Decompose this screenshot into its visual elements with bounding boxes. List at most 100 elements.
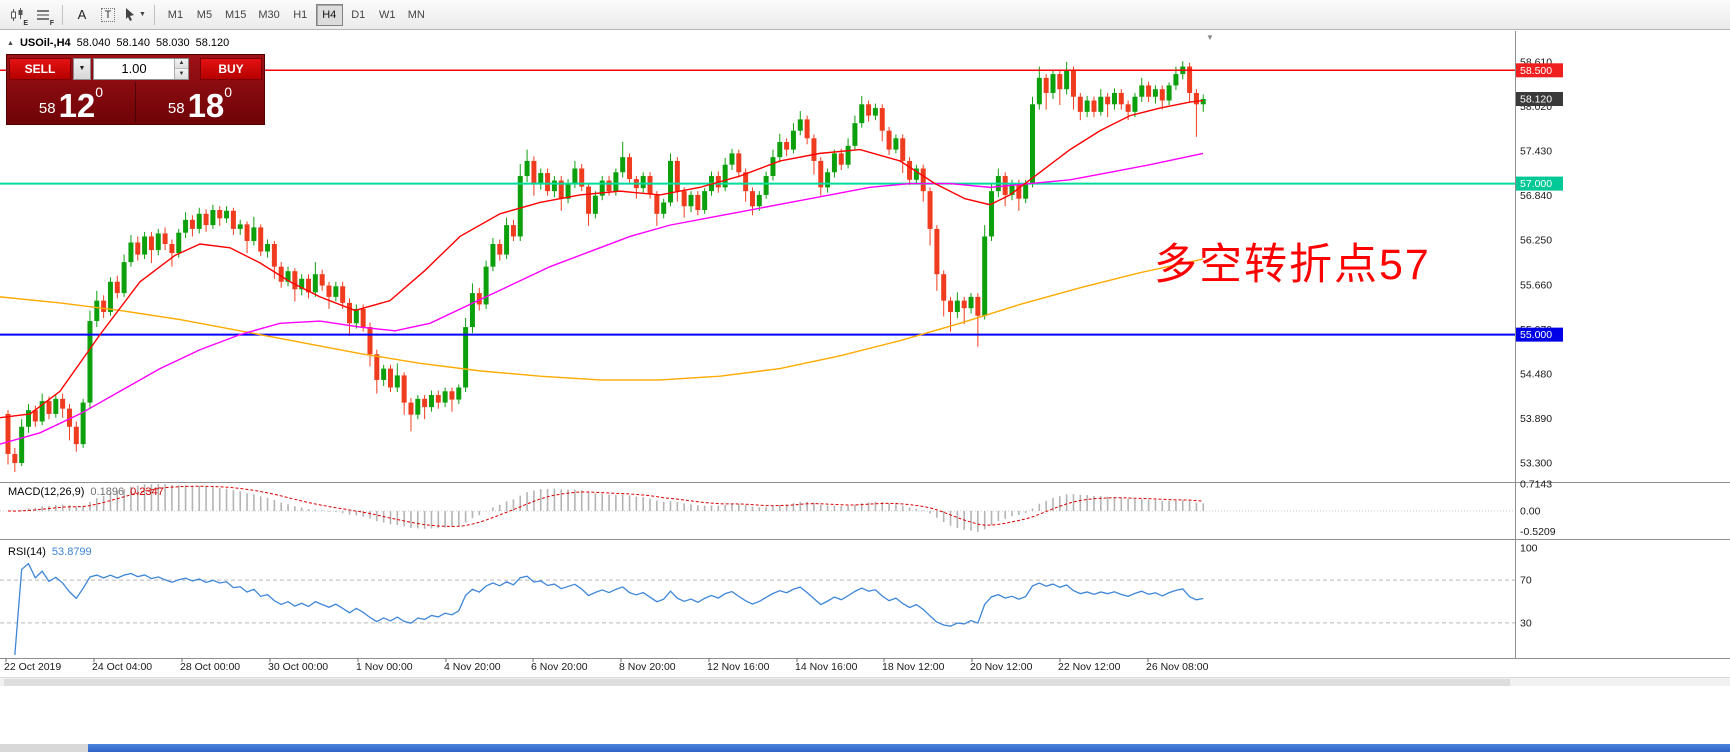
taskbar-bar[interactable] [88,744,1730,752]
tf-button-m15[interactable]: M15 [220,4,251,26]
toolbar-separator [62,4,63,25]
svg-text:0.7143: 0.7143 [1520,479,1552,491]
svg-text:56.840: 56.840 [1520,190,1552,202]
svg-text:70: 70 [1520,575,1532,587]
svg-text:0.00: 0.00 [1520,506,1541,518]
svg-text:-0.5209: -0.5209 [1520,526,1556,538]
candles-glyph-icon [11,7,23,21]
lot-decrease-button[interactable]: ▼ [175,69,188,79]
dropdown-arrow-icon: ▼ [139,11,146,18]
chart-text-annotation[interactable]: 多空转折点57 [1154,241,1431,289]
price-scale[interactable]: 58.61058.02057.43056.84056.25055.66055.0… [1516,57,1563,470]
svg-text:6 Nov 20:00: 6 Nov 20:00 [531,661,588,673]
lot-size-input[interactable] [94,58,174,79]
indicator-list-icon[interactable]: F [31,3,55,27]
rsi-title: RSI(14) [8,546,46,558]
svg-text:26 Nov 08:00: 26 Nov 08:00 [1146,661,1209,673]
tf-button-m1[interactable]: M1 [162,4,189,26]
svg-text:53.300: 53.300 [1520,458,1552,470]
macd-panel[interactable]: 0.7143 0.00 -0.5209 [0,479,1556,538]
letter-a-glyph: A [77,7,87,22]
one-click-trade-panel: SELL ▼ ▲ ▼ BUY 58 12 0 58 18 0 [6,54,265,125]
lot-stepper: ▲ ▼ [174,58,188,79]
candlestick-chart-icon[interactable]: E [5,3,29,27]
sell-price-display[interactable]: 58 12 0 [7,82,136,122]
rsi-panel[interactable]: 100 70 30 [0,543,1538,656]
svg-text:30: 30 [1520,617,1532,629]
horizontal-scrollbar[interactable] [0,677,1730,686]
cursor-tool-icon[interactable]: ▼ [122,3,147,27]
lot-field: ▲ ▼ [93,57,189,80]
chart-shift-marker-icon[interactable]: ▼ [1206,33,1214,42]
svg-text:4 Nov 20:00: 4 Nov 20:00 [444,661,501,673]
buy-price-int: 58 [167,100,185,117]
candles-layer[interactable] [5,61,1206,473]
text-annotation-icon[interactable]: A [70,3,94,27]
svg-text:53.890: 53.890 [1520,413,1552,425]
time-axis[interactable]: 22 Oct 2019 24 Oct 04:00 28 Oct 00:00 30 Oc… [4,658,1209,673]
symbol-name: USOil-,H4 [19,37,71,49]
buy-price-dec: 18 [187,86,225,124]
svg-text:56.250: 56.250 [1520,235,1552,247]
svg-text:20 Nov 12:00: 20 Nov 12:00 [970,661,1033,673]
svg-text:18 Nov 12:00: 18 Nov 12:00 [882,661,945,673]
svg-text:14 Nov 16:00: 14 Nov 16:00 [795,661,858,673]
svg-text:8 Nov 20:00: 8 Nov 20:00 [619,661,676,673]
icon-sub-label: F [49,19,54,27]
toolbar-separator [153,4,155,25]
macd-label: MACD(12,26,9) 0.1896 0.2347 [8,486,164,498]
trade-panel-prices: 58 12 0 58 18 0 [7,82,264,122]
lot-increase-button[interactable]: ▲ [175,58,188,69]
svg-text:22 Oct 2019: 22 Oct 2019 [4,661,61,673]
svg-text:28 Oct 00:00: 28 Oct 00:00 [180,661,240,673]
tf-button-h4[interactable]: H4 [315,3,343,26]
tf-button-mn[interactable]: MN [403,4,430,26]
svg-text:100: 100 [1520,543,1538,555]
ma-red-fast [0,99,1204,419]
svg-text:24 Oct 04:00: 24 Oct 04:00 [92,661,152,673]
sell-price-dec: 12 [58,86,96,124]
rsi-label: RSI(14) 53.8799 [8,546,92,558]
timeframe-group: M1 M5 M15 M30 H1 H4 D1 W1 MN [162,3,430,26]
sell-button[interactable]: SELL [9,57,71,80]
svg-text:12 Nov 16:00: 12 Nov 16:00 [707,661,770,673]
svg-text:1 Nov 00:00: 1 Nov 00:00 [356,661,413,673]
svg-text:57.000: 57.000 [1520,178,1552,190]
list-glyph-icon [37,9,49,20]
cursor-glyph-icon [126,8,134,21]
ohlc-open: 58.040 [76,37,111,49]
scrollbar-thumb[interactable] [4,679,1510,686]
macd-signal-value: 0.2347 [130,486,164,498]
svg-text:57.430: 57.430 [1520,146,1552,158]
collapse-panel-icon[interactable]: ▲ [7,39,14,47]
ma-magenta-mid [0,152,1204,445]
ma-orange-slow [0,258,1204,381]
buy-price-display[interactable]: 58 18 0 [136,82,264,122]
macd-main-value: 0.1896 [90,486,125,498]
symbol-ohlc-header: ▲ USOil-,H4 58.040 58.140 58.030 58.120 [7,37,229,49]
tf-button-m5[interactable]: M5 [191,4,218,26]
svg-text:22 Nov 12:00: 22 Nov 12:00 [1058,661,1121,673]
macd-title: MACD(12,26,9) [8,486,85,498]
svg-text:55.660: 55.660 [1520,279,1552,291]
tf-button-h1[interactable]: H1 [287,4,314,26]
taskbar-corner [0,744,88,752]
lot-preset-dropdown[interactable]: ▼ [73,57,91,80]
letter-t-glyph: T [100,7,116,22]
dropdown-caret-icon: ▼ [78,65,86,72]
ohlc-close: 58.120 [195,37,230,49]
icon-sub-label: E [23,19,28,27]
tf-button-m30[interactable]: M30 [253,4,284,26]
buy-button[interactable]: BUY [200,57,262,80]
svg-text:54.480: 54.480 [1520,368,1552,380]
svg-text:58.120: 58.120 [1520,94,1552,106]
taskbar-strip [0,744,1730,752]
tf-button-d1[interactable]: D1 [345,4,372,26]
tf-button-w1[interactable]: W1 [374,4,401,26]
text-box-icon[interactable]: T [96,3,120,27]
svg-text:58.500: 58.500 [1520,65,1552,77]
buy-price-sup: 0 [224,84,233,100]
rsi-value: 53.8799 [51,546,92,558]
